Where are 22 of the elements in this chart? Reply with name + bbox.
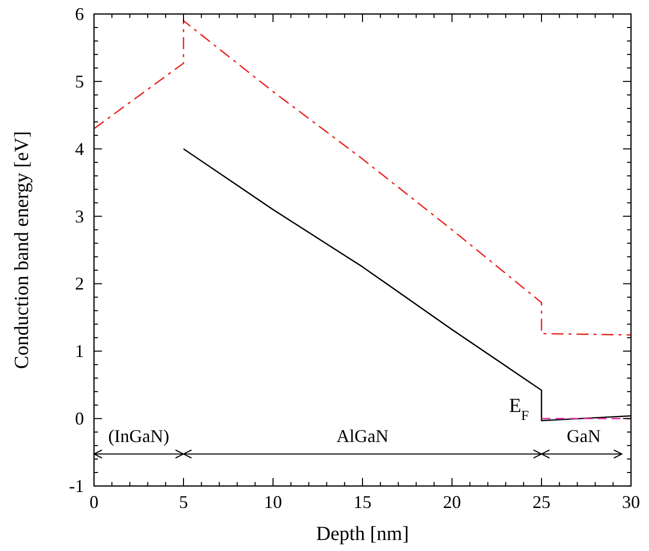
y-tick-label: 1 — [75, 341, 84, 362]
y-tick-label: 5 — [75, 71, 84, 92]
y-tick-label: 3 — [75, 206, 84, 226]
annotation: (InGaN) — [108, 426, 170, 446]
y-tick-label: -1 — [69, 476, 84, 496]
y-tick-label: 4 — [75, 138, 84, 159]
y-axis-title: Conduction band energy [eV] — [11, 131, 33, 369]
x-axis-title: Depth [nm] — [316, 523, 409, 545]
x-tick-label: 0 — [90, 492, 98, 512]
x-tick-label: 10 — [264, 492, 282, 512]
annotation: E$_{F}$ — [508, 395, 530, 424]
x-tick-label: 5 — [179, 492, 188, 512]
y-tick-label: 0 — [75, 408, 84, 429]
x-tick-label: 15 — [354, 492, 372, 512]
y-tick-label: 6 — [75, 4, 84, 24]
line-series — [93, 20, 632, 336]
x-tick-label: 20 — [443, 492, 461, 512]
annotation: AlGaN — [336, 426, 388, 446]
x-tick-label: 30 — [622, 492, 640, 512]
annotation: GaN — [566, 426, 601, 446]
y-tick-label: 2 — [75, 274, 84, 294]
x-tick-label: 25 — [532, 492, 550, 512]
